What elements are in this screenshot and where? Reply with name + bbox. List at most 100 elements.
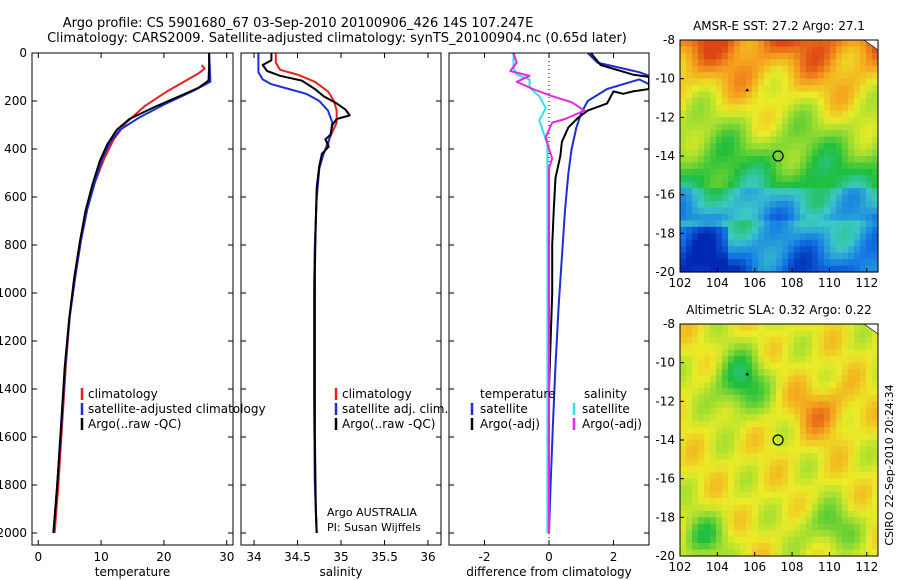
heatmap-cell [770,220,777,228]
heatmap-cell [788,330,795,338]
heatmap-cell [836,452,843,460]
heatmap-cell [722,110,729,118]
heatmap-cell [722,181,729,189]
heatmap-cell [680,143,687,151]
heatmap-cell [860,401,867,409]
heatmap-cell [758,452,765,460]
heatmap-cell [854,175,861,183]
heatmap-cell [818,440,825,448]
heatmap-cell [728,226,735,234]
heatmap-cell [686,472,693,480]
heatmap-cell [836,401,843,409]
heatmap-cell [710,536,717,544]
heatmap-cell [794,452,801,460]
panel-frame [240,52,442,546]
heatmap-cell [704,517,711,525]
heatmap-cell [854,549,861,557]
heatmap-cell [764,201,771,209]
heatmap-cell [680,46,687,54]
heatmap-cell [782,214,789,222]
heatmap-cell [710,52,717,60]
heatmap-cell [734,362,741,370]
heatmap-cell [722,498,729,506]
heatmap-cell [704,226,711,234]
heatmap-cell [704,472,711,480]
x-tick-label: 110 [818,276,841,290]
heatmap-cell [740,459,747,467]
heatmap-cell [710,123,717,131]
heatmap-cell [866,226,873,234]
heatmap-cell [734,104,741,112]
heatmap-cell [776,72,783,80]
heatmap-cell [788,110,795,118]
heatmap-cell [716,465,723,473]
heatmap-cell [680,530,687,538]
heatmap-cell [782,149,789,157]
series-line-3 [512,53,549,533]
heatmap-cell [704,201,711,209]
heatmap-cell [758,175,765,183]
heatmap-cell [854,194,861,202]
heatmap-cell [794,246,801,254]
heatmap-cell [692,401,699,409]
heatmap-cell [710,220,717,228]
heatmap-cell [854,517,861,525]
heatmap-cell [746,407,753,415]
heatmap-cell [746,369,753,377]
heatmap-cell [860,394,867,402]
heatmap-cell [758,59,765,67]
heatmap-cell [692,382,699,390]
heatmap-cell [716,446,723,454]
annotation-line: Argo AUSTRALIA [327,506,417,519]
heatmap-cell [860,530,867,538]
heatmap-cell [746,504,753,512]
heatmap-cell [734,226,741,234]
heatmap-cell [752,252,759,260]
heatmap-cell [848,510,855,518]
heatmap-cell [758,427,765,435]
heatmap-cell [794,117,801,125]
heatmap-cell [842,459,849,467]
heatmap-cell [722,149,729,157]
heatmap-cell [812,201,819,209]
heatmap-cell [854,188,861,196]
heatmap-cell [818,459,825,467]
heatmap-cell [686,504,693,512]
heatmap-cell [818,46,825,54]
heatmap-cell [806,220,813,228]
heatmap-cell [680,349,687,357]
heatmap-cell [764,52,771,60]
heatmap-cell [728,459,735,467]
heatmap-cell [800,536,807,544]
heatmap-cell [824,349,831,357]
heatmap-cell [710,510,717,518]
heatmap-cell [818,59,825,67]
heatmap-cell [806,536,813,544]
heatmap-cell [758,72,765,80]
heatmap-cell [848,226,855,234]
heatmap-cell [692,465,699,473]
heatmap-cell [722,226,729,234]
heatmap-cell [698,259,705,267]
heatmap-cell [680,459,687,467]
heatmap-cell [812,343,819,351]
heatmap-cell [704,220,711,228]
heatmap-cell [710,452,717,460]
heatmap-cell [812,265,819,273]
heatmap-cell [698,207,705,215]
heatmap-cell [770,427,777,435]
series-line-2 [52,53,212,534]
heatmap-cell [806,446,813,454]
heatmap-cell [818,369,825,377]
heatmap-cell [698,233,705,241]
heatmap-cell [800,156,807,164]
heatmap-cell [734,549,741,557]
heatmap-cell [722,536,729,544]
heatmap-cell [854,201,861,209]
heatmap-cell [770,233,777,241]
heatmap-cell [806,40,813,48]
x-tick-label: 35 [333,550,348,564]
heatmap-cell [800,246,807,254]
heatmap-cell [758,375,765,383]
heatmap-cell [854,233,861,241]
